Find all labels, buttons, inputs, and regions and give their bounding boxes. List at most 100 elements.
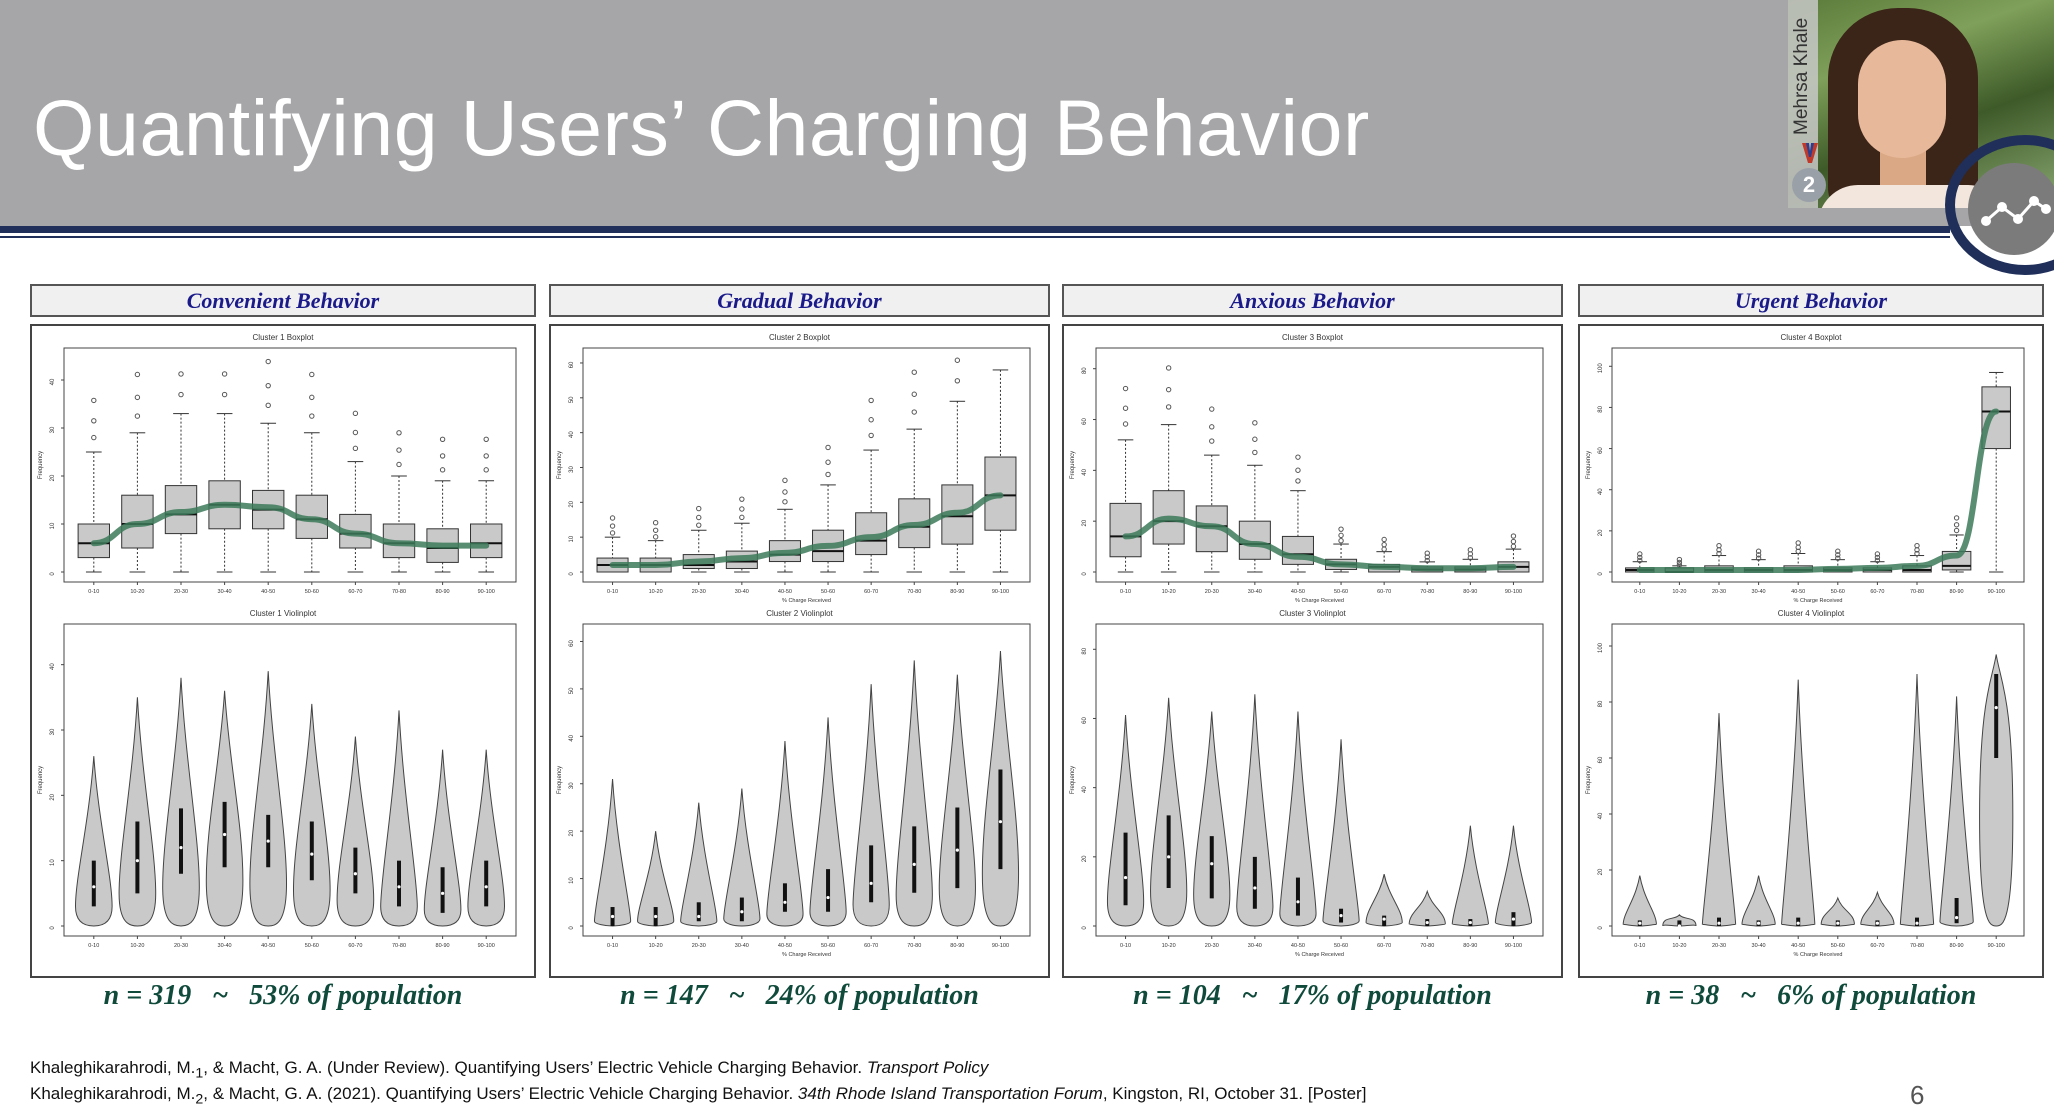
y-tick-label: 20	[1598, 868, 1604, 875]
outlier	[483, 436, 489, 442]
citation-journal: Transport Policy	[866, 1058, 989, 1077]
x-tick-label: 80-90	[950, 589, 964, 595]
violin	[74, 756, 113, 927]
violin-median	[826, 895, 830, 900]
x-tick-label: 0-10	[88, 589, 99, 595]
outlier	[1467, 555, 1474, 561]
outlier	[1381, 536, 1387, 543]
outlier	[652, 527, 659, 533]
violin-median	[92, 885, 96, 889]
outlier	[483, 453, 489, 459]
violin-median	[1382, 917, 1386, 921]
outlier	[265, 402, 271, 409]
network-logo-icon	[1968, 163, 2054, 255]
violin-median	[1339, 914, 1343, 918]
outlier	[1755, 555, 1762, 561]
y-tick-label: 0	[50, 926, 56, 930]
outlier	[352, 410, 359, 417]
violin-median	[135, 859, 139, 863]
violin-plot-frame	[1611, 623, 2025, 937]
outlier	[1209, 406, 1215, 412]
trend-curve	[90, 501, 490, 549]
box	[1109, 502, 1142, 558]
y-tick-label: 10	[569, 877, 575, 884]
violin	[1451, 825, 1489, 927]
outlier	[825, 444, 831, 451]
box	[470, 523, 503, 559]
y-tick-label: 40	[569, 734, 575, 741]
violin-median	[912, 862, 916, 866]
box-plot-frame	[1611, 347, 2025, 583]
outlier	[609, 515, 616, 521]
outlier	[439, 467, 446, 473]
y-tick-label: 20	[1082, 855, 1088, 862]
violin	[336, 736, 375, 927]
x-tick-label: 90-100	[1988, 943, 2005, 949]
x-tick-label: 0-10	[1120, 943, 1131, 949]
box-plot-frame	[582, 347, 1031, 583]
box-plot-title: Cluster 4 Boxplot	[1781, 333, 1843, 342]
panel-anxious: Cluster 3 Boxplot 0 20 40 60 80 Frequency 0-10 1…	[1062, 324, 1563, 978]
x-tick-label: 40-50	[778, 943, 792, 949]
x-axis-title: % Charge Received	[782, 598, 831, 604]
outlier	[91, 397, 97, 404]
citation-tail: , Kingston, RI, October 31. [Poster]	[1102, 1084, 1367, 1103]
outlier	[782, 489, 788, 495]
y-tick-label: 0	[1082, 926, 1088, 930]
violin-plot-title: Cluster 3 Violinplot	[1279, 609, 1346, 618]
outlier	[1122, 421, 1129, 427]
violin	[1899, 673, 1935, 927]
stat-pct: 17% of population	[1278, 980, 1492, 1011]
x-tick-label: 0-10	[1120, 589, 1131, 595]
x-tick-label: 90-100	[478, 943, 495, 949]
y-tick-label: 20	[569, 500, 575, 507]
violin-median	[1717, 921, 1721, 925]
violin-plot-title: Cluster 1 Violinplot	[250, 609, 317, 618]
x-tick-label: 30-40	[1248, 589, 1262, 595]
citation-body: , & Macht, G. A. (2021). Quantifying Use…	[203, 1084, 798, 1103]
violin	[118, 697, 157, 927]
violin	[292, 703, 331, 927]
chart-urgent: Cluster 4 Boxplot 0 20 40 60 80 100 Frequency 0-…	[1586, 333, 2025, 958]
x-tick-label: 30-40	[218, 589, 232, 595]
stat-convenient: n = 319 ~ 53% of population	[30, 980, 536, 1020]
stat-n: n = 319	[103, 980, 192, 1011]
violin-median	[353, 872, 357, 876]
x-tick-label: 10-20	[1162, 589, 1176, 595]
x-tick-label: 30-40	[1752, 589, 1766, 595]
violin-median	[1796, 921, 1800, 925]
y-tick-label: 10	[569, 535, 575, 542]
violin-median	[869, 881, 873, 885]
violin-median	[310, 852, 314, 856]
outlier	[1874, 554, 1881, 561]
outlier	[739, 506, 745, 512]
y-tick-label: 0	[1082, 572, 1088, 576]
x-tick-label: 80-90	[1950, 943, 1964, 949]
violin	[423, 749, 462, 927]
violin	[380, 710, 418, 927]
outlier	[1510, 538, 1517, 545]
violin-median	[654, 914, 658, 919]
x-tick-label: 60-70	[864, 943, 878, 949]
x-tick-label: 60-70	[1870, 589, 1884, 595]
x-tick-label: 50-60	[1334, 589, 1348, 595]
outlier	[1953, 515, 1960, 521]
outlier	[1381, 546, 1387, 552]
outlier	[782, 477, 788, 484]
stat-gradual: n = 147 ~ 24% of population	[549, 980, 1050, 1020]
x-tick-label: 90-100	[992, 589, 1009, 595]
y-axis-label: Frequency	[38, 766, 44, 794]
outlier	[1295, 467, 1301, 473]
violin-median	[397, 885, 401, 889]
panel-header-urgent: Urgent Behavior	[1578, 284, 2044, 317]
violin	[1741, 875, 1776, 927]
y-tick-label: 40	[50, 663, 56, 670]
outlier	[178, 371, 184, 377]
outlier	[1914, 550, 1920, 557]
panel-header-anxious: Anxious Behavior	[1062, 284, 1563, 317]
box-plot-title: Cluster 3 Boxplot	[1282, 333, 1344, 342]
outlier	[91, 418, 97, 424]
network-icon	[1981, 196, 2051, 226]
violin	[680, 802, 718, 927]
outlier	[221, 371, 228, 377]
